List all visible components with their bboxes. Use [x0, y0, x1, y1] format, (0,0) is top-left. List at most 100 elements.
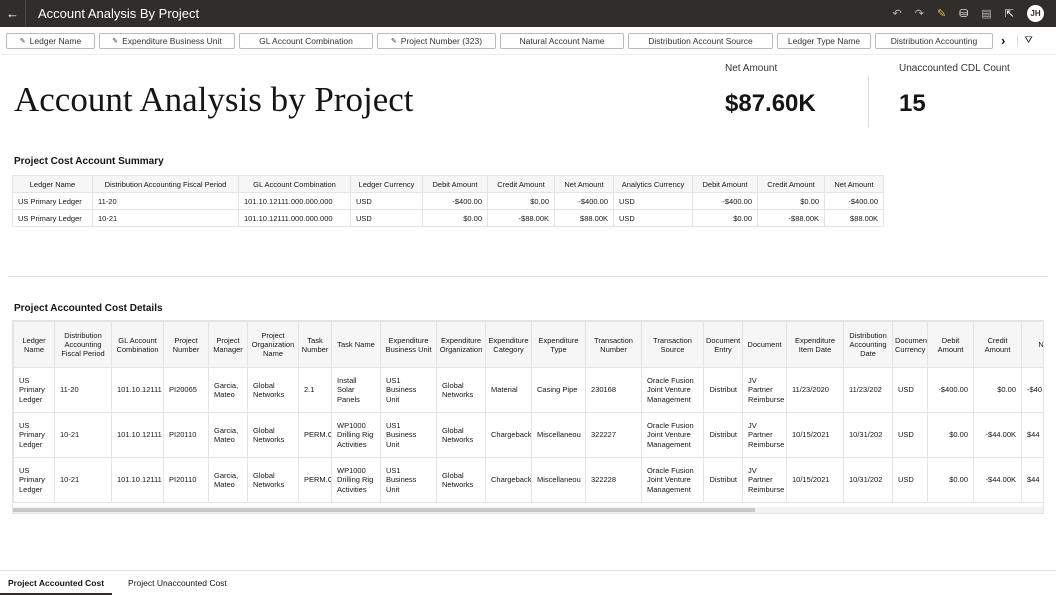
- table-cell: -$400.00: [554, 192, 614, 210]
- table-cell: Casing Pipe: [531, 367, 586, 413]
- column-header[interactable]: Expenditure Organization: [436, 321, 486, 368]
- divider: [868, 75, 869, 127]
- filter-chip-label: Natural Account Name: [519, 35, 605, 46]
- horizontal-scrollbar[interactable]: [13, 507, 1043, 513]
- table-cell: PERM.C: [298, 412, 332, 458]
- column-header[interactable]: Distribution Accounting Date: [843, 321, 893, 368]
- redo-icon[interactable]: ↷: [914, 8, 924, 20]
- table-cell: 11/23/2020: [786, 367, 844, 413]
- column-header[interactable]: Debit Amount: [422, 175, 488, 193]
- filter-chip-label: Expenditure Business Unit: [122, 35, 222, 46]
- back-arrow-icon[interactable]: ←: [0, 0, 26, 27]
- avatar[interactable]: JH: [1027, 5, 1044, 22]
- column-header[interactable]: Credit Amount: [487, 175, 555, 193]
- table-cell: 10-21: [54, 412, 112, 458]
- column-header[interactable]: Expenditure Business Unit: [380, 321, 437, 368]
- column-header[interactable]: Expenditure Category: [485, 321, 532, 368]
- tab-project-accounted-cost[interactable]: Project Accounted Cost: [0, 571, 113, 595]
- column-header[interactable]: Net Amount: [824, 175, 884, 193]
- table-cell: USD: [350, 209, 423, 227]
- column-header[interactable]: GL Account Combination: [238, 175, 351, 193]
- filter-chip[interactable]: ✎ Project Number (323): [377, 32, 496, 49]
- table-cell: $44: [1021, 412, 1043, 458]
- column-header[interactable]: Project Manager: [208, 321, 248, 368]
- details-table-container: Ledger Name Distribution Accounting Fisca…: [12, 320, 1044, 514]
- details-table: Ledger Name Distribution Accounting Fisca…: [13, 321, 1043, 503]
- table-cell: USD: [892, 412, 928, 458]
- filter-chip-label: Ledger Name: [29, 35, 82, 46]
- filter-chip-label: Ledger Type Name: [787, 35, 861, 46]
- table-cell: -$88.00K: [757, 209, 825, 227]
- table-cell: PERM.C: [298, 457, 332, 503]
- table-cell: Miscellaneou: [531, 412, 586, 458]
- filter-chip[interactable]: Natural Account Name: [500, 32, 624, 49]
- column-header[interactable]: Distribution Accounting Fiscal Period: [54, 321, 112, 368]
- column-header[interactable]: Ledger Currency: [350, 175, 423, 193]
- column-header[interactable]: Net Amount: [1021, 321, 1043, 368]
- chevron-right-icon[interactable]: ›: [1001, 33, 1006, 48]
- table-cell: US Primary Ledger: [12, 209, 93, 227]
- bookmark-icon[interactable]: ⛁: [959, 8, 969, 20]
- column-header[interactable]: Task Number: [298, 321, 332, 368]
- filter-icon[interactable]: ⛛: [1017, 35, 1033, 46]
- column-header[interactable]: Ledger Name: [12, 175, 93, 193]
- table-cell: 322228: [585, 457, 642, 503]
- column-header[interactable]: Expenditure Type: [531, 321, 586, 368]
- filter-chip[interactable]: Ledger Type Name: [777, 32, 871, 49]
- table-cell: US Primary Ledger: [13, 367, 55, 413]
- table-cell: 101.10.12111: [111, 367, 164, 413]
- filter-chip[interactable]: Distribution Account Source: [628, 32, 773, 49]
- column-header[interactable]: Transaction Number: [585, 321, 642, 368]
- table-cell: Chargeback: [485, 412, 532, 458]
- column-header[interactable]: Net Amount: [554, 175, 614, 193]
- filter-chip-label: Project Number (323): [400, 35, 483, 46]
- column-header[interactable]: Document: [742, 321, 787, 368]
- column-header[interactable]: Ledger Name: [13, 321, 55, 368]
- table-cell: $0.00: [487, 192, 555, 210]
- table-cell: Miscellaneou: [531, 457, 586, 503]
- column-header[interactable]: Document Currency: [892, 321, 928, 368]
- column-header[interactable]: Expenditure Item Date: [786, 321, 844, 368]
- table-cell: US Primary Ledger: [13, 412, 55, 458]
- filter-chip-label: Distribution Account Source: [648, 35, 753, 46]
- column-header[interactable]: GL Account Combination: [111, 321, 164, 368]
- column-header[interactable]: Credit Amount: [973, 321, 1022, 368]
- column-header[interactable]: Task Name: [331, 321, 381, 368]
- table-row: US Primary Ledger 10-21 101.10.12111 PI2011…: [13, 412, 1043, 458]
- filter-chip[interactable]: ✎ Expenditure Business Unit: [99, 32, 235, 49]
- column-header[interactable]: Analytics Currency: [613, 175, 693, 193]
- kpi-label-unaccounted-cdl: Unaccounted CDL Count: [899, 63, 1010, 74]
- filter-chip[interactable]: Distribution Accounting: [875, 32, 993, 49]
- column-header[interactable]: Project Number: [163, 321, 209, 368]
- scrollbar-thumb[interactable]: [13, 508, 755, 512]
- export-icon[interactable]: ⇱: [1004, 8, 1014, 20]
- table-cell: Global Networks: [436, 412, 486, 458]
- table-row: US Primary Ledger 10-21 101.10.12111 PI2011…: [13, 457, 1043, 503]
- table-cell: 101.10.12111: [111, 412, 164, 458]
- table-cell: USD: [892, 367, 928, 413]
- column-header[interactable]: Distribution Accounting Fiscal Period: [92, 175, 239, 193]
- table-cell: PI20110: [163, 457, 209, 503]
- undo-icon[interactable]: ↶: [892, 8, 902, 20]
- filter-chip[interactable]: ✎ Ledger Name: [6, 32, 95, 49]
- tab-project-unaccounted-cost[interactable]: Project Unaccounted Cost: [128, 578, 227, 588]
- column-header[interactable]: Project Organization Name: [247, 321, 299, 368]
- column-header[interactable]: Transaction Source: [641, 321, 704, 368]
- table-cell: Global Networks: [247, 457, 299, 503]
- table-cell: 101.10.12111.000.000.000: [238, 209, 351, 227]
- column-header[interactable]: Document Entry: [703, 321, 743, 368]
- table-cell: $44: [1021, 457, 1043, 503]
- column-header[interactable]: Credit Amount: [757, 175, 825, 193]
- edit-icon[interactable]: ✎: [936, 8, 947, 20]
- details-title: Project Accounted Cost Details: [14, 303, 163, 314]
- table-cell: Oracle Fusion Joint Venture Management: [641, 457, 704, 503]
- table-cell: US Primary Ledger: [13, 457, 55, 503]
- table-cell: US1 Business Unit: [380, 412, 437, 458]
- filter-chip[interactable]: GL Account Combination: [239, 32, 373, 49]
- comment-icon[interactable]: ▤: [981, 8, 992, 20]
- table-cell: JV Partner Reimburse: [742, 457, 787, 503]
- table-cell: -$44.00K: [973, 457, 1022, 503]
- column-header[interactable]: Debit Amount: [692, 175, 758, 193]
- column-header[interactable]: Debit Amount: [927, 321, 974, 368]
- table-cell: 101.10.12111: [111, 457, 164, 503]
